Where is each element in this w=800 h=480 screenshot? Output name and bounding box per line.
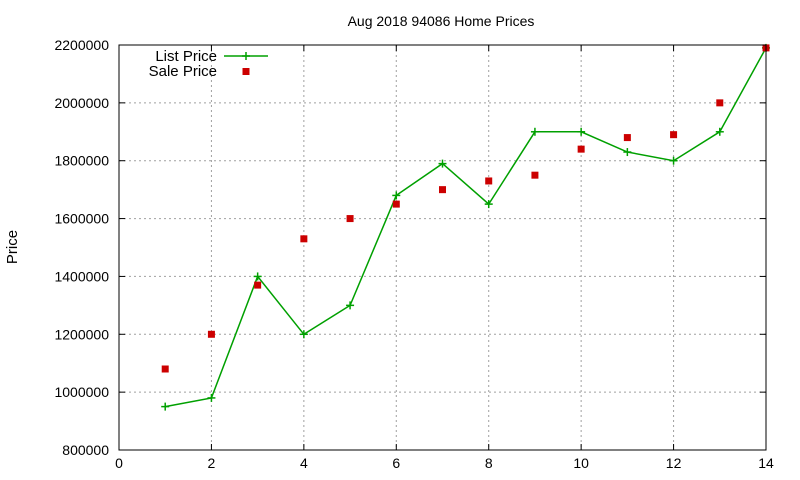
list-price-point xyxy=(253,272,262,281)
list-price-point xyxy=(438,159,447,168)
x-tick-label: 8 xyxy=(485,455,493,471)
sale-price-point xyxy=(161,365,169,373)
sale-price-point xyxy=(485,177,493,185)
y-axis-label: Price xyxy=(4,230,21,264)
y-tick-label: 1800000 xyxy=(54,153,109,169)
list-price-point xyxy=(207,393,216,402)
list-price-point xyxy=(484,200,493,209)
list-price-point xyxy=(577,127,586,136)
y-tick-label: 2000000 xyxy=(54,95,109,111)
list-price-point xyxy=(530,127,539,136)
sale-price-point xyxy=(531,171,539,179)
sale-price-point xyxy=(623,134,631,142)
x-tick-label: 14 xyxy=(758,455,774,471)
sale-price-point xyxy=(254,281,262,289)
legend-marker-list-price xyxy=(242,52,250,60)
sale-price-point xyxy=(670,131,678,139)
list-price-point xyxy=(299,330,308,339)
sale-price-point xyxy=(577,145,585,153)
list-price-point xyxy=(715,127,724,136)
y-tick-label: 1000000 xyxy=(54,384,109,400)
list-price-point xyxy=(346,301,355,310)
x-tick-label: 0 xyxy=(115,455,123,471)
x-tick-label: 4 xyxy=(300,455,308,471)
sale-price-point xyxy=(300,235,308,243)
y-tick-label: 1600000 xyxy=(54,211,109,227)
plot-frame xyxy=(118,44,767,451)
sale-price-point xyxy=(716,99,724,107)
legend-swatch-sale-price xyxy=(242,68,250,75)
list-price-point xyxy=(623,148,632,157)
x-tick-label: 12 xyxy=(666,455,682,471)
plot-series xyxy=(161,43,770,411)
sale-price-point xyxy=(346,215,354,223)
list-price-point xyxy=(161,402,170,411)
grid xyxy=(119,45,766,450)
legend-label-list-price: List Price xyxy=(155,48,217,65)
list-price-line xyxy=(165,47,767,408)
legend-label-sale-price: Sale Price xyxy=(149,63,217,80)
chart-title: Aug 2018 94086 Home Prices xyxy=(348,13,535,29)
y-tick-label: 1200000 xyxy=(54,326,109,342)
list-price-point xyxy=(392,191,401,200)
sale-price-point xyxy=(207,330,215,338)
x-tick-label: 6 xyxy=(392,455,400,471)
list-price-point xyxy=(669,156,678,165)
y-tick-label: 1400000 xyxy=(54,268,109,284)
y-tick-label: 800000 xyxy=(62,442,109,458)
sale-price-point xyxy=(439,186,446,194)
x-tick-label: 2 xyxy=(208,455,216,471)
x-tick-label: 10 xyxy=(573,455,589,471)
sale-price-point xyxy=(392,200,400,208)
y-tick-label: 2200000 xyxy=(54,37,109,53)
